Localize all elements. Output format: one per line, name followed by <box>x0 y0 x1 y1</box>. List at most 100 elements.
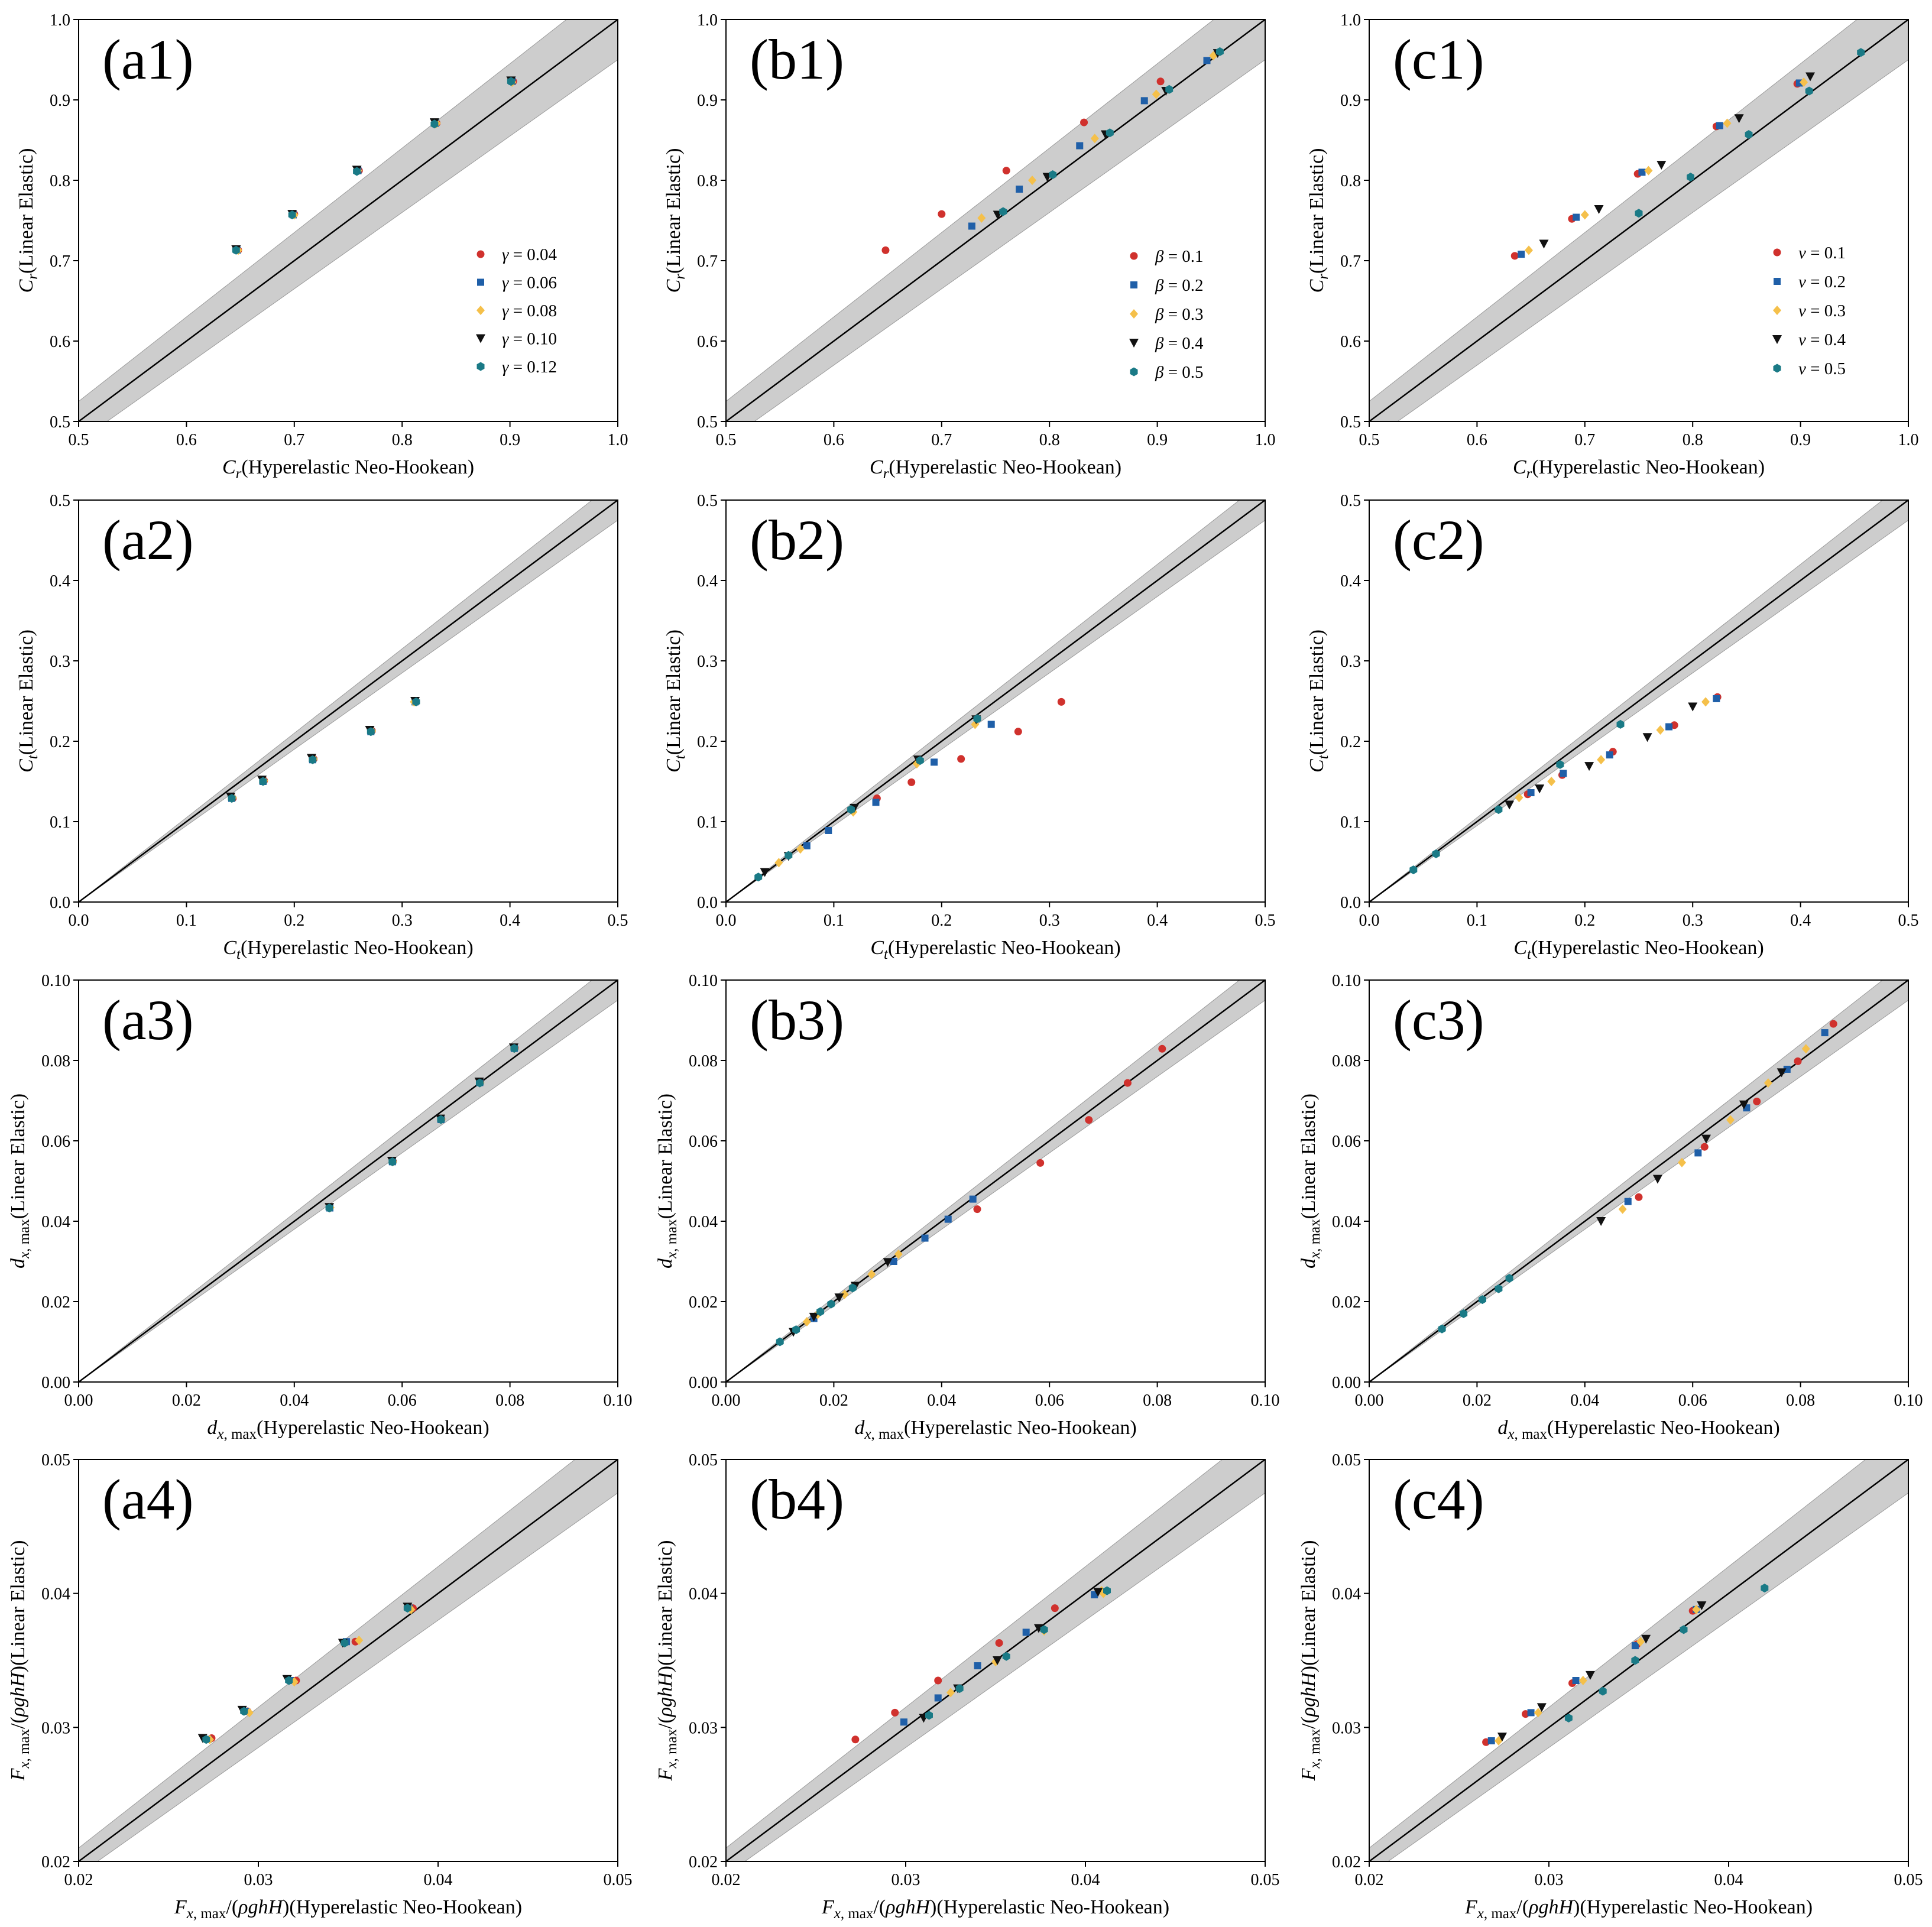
x-tick-label: 0.04 <box>1714 1871 1743 1889</box>
identity-line <box>726 500 1265 902</box>
identity-line <box>1369 20 1908 421</box>
data-point <box>934 1694 942 1702</box>
x-axis-label: dx, max(Hyperelastic Neo-Hookean) <box>207 1417 489 1442</box>
panel-label: (c1) <box>1393 28 1484 91</box>
legend-entry: γ = 0.06 <box>502 274 557 293</box>
y-tick-label: 0.00 <box>41 1374 70 1392</box>
x-tick-label: 0.02 <box>819 1391 848 1410</box>
data-point <box>1093 1588 1103 1597</box>
panel-a1: 0.50.5 0.6 0.6 0.7 0.7 0.8 0.8 0.9 0.9 1.0 1.0 Cr(H… <box>15 11 628 482</box>
plot-frame <box>725 1459 1266 1862</box>
y-tick-label: 0.5 <box>50 492 70 510</box>
data-point <box>1022 1628 1030 1636</box>
data-point <box>1040 1625 1048 1634</box>
data-point <box>1573 213 1580 221</box>
data-point <box>1701 1134 1711 1144</box>
data-point <box>1090 134 1099 144</box>
legend-entry: β = 0.3 <box>1155 305 1204 324</box>
data-point <box>792 1325 800 1335</box>
data-point <box>1631 1656 1639 1665</box>
data-point <box>1536 1703 1547 1712</box>
data-point <box>1515 793 1523 803</box>
y-tick-label: 0.05 <box>41 1451 70 1469</box>
x-tick-label: 0.5 <box>69 431 89 449</box>
y-axis-label: Ct(Linear Elastic) <box>663 630 688 773</box>
y-tick-label: 0.4 <box>1340 572 1361 591</box>
data-point <box>1761 1584 1769 1593</box>
data-point <box>1057 698 1065 706</box>
x-tick-label: 0.5 <box>1255 911 1276 930</box>
data-point <box>1631 1642 1639 1650</box>
data-point <box>1564 1714 1573 1722</box>
x-tick-label: 0.9 <box>1147 431 1168 449</box>
y-tick-label: 0.03 <box>41 1719 70 1737</box>
data-point <box>1497 1733 1507 1742</box>
data-point <box>1152 89 1161 99</box>
data-point <box>1487 1737 1495 1744</box>
legend-entry: β = 0.5 <box>1155 363 1204 382</box>
y-tick-label: 0.9 <box>50 92 70 110</box>
data-point <box>776 1337 784 1347</box>
x-tick-label: 0.02 <box>1355 1871 1384 1889</box>
y-tick-label: 0.02 <box>689 1293 718 1312</box>
data-point <box>1014 728 1022 736</box>
x-tick-label: 0.03 <box>1535 1871 1564 1889</box>
y-tick-label: 0.4 <box>50 572 70 591</box>
plot-frame <box>725 979 1266 1383</box>
x-tick-label: 0.05 <box>604 1871 633 1889</box>
y-tick-label: 0.7 <box>1340 252 1361 271</box>
data-point <box>1156 77 1165 86</box>
y-tick-label: 0.02 <box>689 1853 718 1871</box>
panel-b3: 0.000.00 0.02 0.02 0.04 0.04 0.06 0.06 0.08 0.08… <box>654 972 1280 1442</box>
data-point <box>1534 1708 1542 1718</box>
x-axis-label: Cr(Hyperelastic Neo-Hookean) <box>1513 456 1765 482</box>
y-axis-label: dx, max(Linear Elastic) <box>7 1094 33 1269</box>
panel-label: (a1) <box>102 28 194 91</box>
y-tick-label: 0.6 <box>697 333 718 351</box>
panel-label: (c2) <box>1393 508 1484 572</box>
data-point <box>437 1115 445 1124</box>
data-point <box>1665 723 1673 731</box>
x-tick-label: 1.0 <box>608 431 628 449</box>
data-point <box>1432 849 1440 858</box>
panel-b1: 0.50.5 0.6 0.6 0.7 0.7 0.8 0.8 0.9 0.9 1.0 1.0 Cr(H… <box>663 11 1276 482</box>
data-point <box>1642 733 1652 742</box>
data-point <box>848 1283 857 1293</box>
data-point <box>803 842 811 849</box>
y-axis-label: Fx, max/(ρghH)(Linear Elastic) <box>1298 1540 1323 1782</box>
x-tick-label: 0.08 <box>1143 1391 1172 1410</box>
y-tick-label: 1.0 <box>1340 11 1361 30</box>
y-axis-label: dx, max(Linear Elastic) <box>1298 1094 1323 1269</box>
y-tick-label: 0.0 <box>1340 894 1361 912</box>
data-point <box>1726 1115 1735 1125</box>
legend-marker <box>1129 339 1139 348</box>
data-point <box>760 868 770 877</box>
y-tick-label: 0.5 <box>1340 413 1361 432</box>
panel-label: (a3) <box>102 988 194 1052</box>
y-tick-label: 0.04 <box>1332 1213 1361 1231</box>
x-tick-label: 0.04 <box>1570 1391 1599 1410</box>
legend-marker <box>476 334 485 343</box>
legend-entry: β = 0.4 <box>1155 334 1204 353</box>
y-axis-label: Fx, max/(ρghH)(Linear Elastic) <box>7 1540 33 1782</box>
legend-marker <box>1130 252 1138 260</box>
y-axis-label: Ct(Linear Elastic) <box>15 630 41 773</box>
data-point <box>325 1203 333 1213</box>
legend-entry: ν = 0.4 <box>1798 330 1846 349</box>
x-tick-label: 0.10 <box>1894 1391 1923 1410</box>
plot-frame <box>1369 499 1909 903</box>
x-tick-label: 0.05 <box>1894 1871 1923 1889</box>
x-tick-label: 0.0 <box>1359 911 1380 930</box>
x-tick-label: 0.0 <box>69 911 89 930</box>
data-point <box>907 778 916 786</box>
data-point <box>1524 245 1533 255</box>
x-tick-label: 0.1 <box>824 911 844 930</box>
y-tick-label: 0.02 <box>41 1853 70 1871</box>
y-tick-label: 0.0 <box>50 894 70 912</box>
data-point <box>1716 122 1723 129</box>
data-point <box>785 851 793 860</box>
x-tick-label: 0.08 <box>495 1391 524 1410</box>
panel-c2: 0.00.0 0.1 0.1 0.2 0.2 0.3 0.3 0.4 0.4 0.5 0.5 Ct(H… <box>1306 492 1919 962</box>
data-point <box>1734 114 1744 124</box>
